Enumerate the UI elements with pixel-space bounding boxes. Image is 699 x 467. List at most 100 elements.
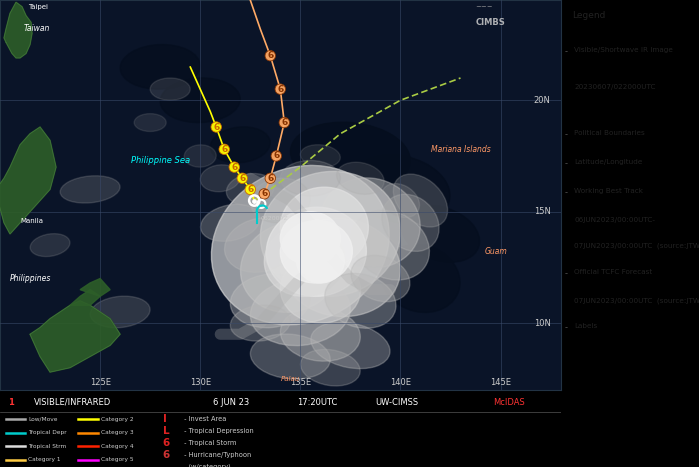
Text: Mariana Islands: Mariana Islands (431, 145, 491, 154)
Text: McIDAS: McIDAS (493, 397, 525, 407)
Text: Tropical Strm: Tropical Strm (28, 444, 66, 449)
Polygon shape (70, 290, 100, 305)
Text: VISIBLE/INFRARED: VISIBLE/INFRARED (34, 397, 111, 407)
Ellipse shape (240, 222, 340, 312)
Text: Taiwan: Taiwan (24, 24, 50, 34)
Text: Philippine Sea: Philippine Sea (131, 156, 189, 165)
Ellipse shape (394, 174, 447, 227)
Ellipse shape (266, 207, 366, 297)
Ellipse shape (352, 210, 429, 280)
Text: Low/Move: Low/Move (28, 417, 57, 422)
Text: 6: 6 (267, 174, 273, 183)
Text: -: - (565, 159, 568, 168)
Text: -: - (565, 188, 568, 197)
Text: -: - (565, 324, 568, 333)
Text: Latitude/Longitude: Latitude/Longitude (575, 159, 643, 165)
Ellipse shape (351, 155, 450, 224)
Text: 15N: 15N (534, 207, 551, 216)
Ellipse shape (120, 44, 200, 89)
Ellipse shape (303, 243, 326, 265)
Ellipse shape (301, 145, 340, 167)
Ellipse shape (211, 165, 389, 325)
Polygon shape (4, 2, 32, 58)
Ellipse shape (60, 176, 120, 203)
Ellipse shape (280, 256, 361, 323)
Text: Category 1: Category 1 (28, 457, 61, 462)
Ellipse shape (250, 278, 350, 346)
Polygon shape (80, 278, 110, 297)
Text: Category 4: Category 4 (101, 444, 134, 449)
Polygon shape (0, 127, 56, 234)
Text: 20230607/022000UTC: 20230607/022000UTC (575, 84, 656, 90)
Text: 6: 6 (231, 163, 238, 171)
Text: Category 3: Category 3 (101, 430, 134, 435)
Ellipse shape (291, 122, 410, 190)
Text: I: I (163, 414, 166, 424)
Ellipse shape (210, 127, 271, 163)
Text: Legend: Legend (572, 11, 605, 20)
Text: 6: 6 (163, 438, 170, 448)
Text: 135E: 135E (290, 378, 311, 387)
Text: -: - (565, 130, 568, 139)
Ellipse shape (90, 296, 150, 328)
Text: 6: 6 (239, 174, 245, 183)
Text: 6: 6 (278, 85, 283, 93)
Text: 6: 6 (267, 51, 273, 60)
Text: ~~~: ~~~ (476, 4, 493, 10)
Text: Guam: Guam (485, 248, 508, 256)
Ellipse shape (325, 273, 396, 328)
Ellipse shape (185, 145, 216, 167)
Ellipse shape (351, 255, 410, 302)
Ellipse shape (231, 305, 290, 341)
Ellipse shape (301, 232, 336, 263)
Ellipse shape (280, 220, 352, 283)
Text: 145E: 145E (490, 378, 511, 387)
Text: Category 2: Category 2 (101, 417, 134, 422)
Text: Political Boundaries: Political Boundaries (575, 130, 645, 136)
Text: 1: 1 (8, 397, 14, 407)
Ellipse shape (231, 274, 310, 328)
Ellipse shape (226, 174, 274, 205)
Ellipse shape (321, 178, 420, 268)
Text: 062009Z: 062009Z (261, 216, 288, 221)
Text: (w/category): (w/category) (182, 464, 231, 467)
Text: - Hurricane/Typhoon: - Hurricane/Typhoon (182, 452, 252, 458)
Text: -: - (565, 269, 568, 278)
Ellipse shape (280, 187, 368, 268)
Text: 6: 6 (213, 122, 219, 132)
Text: Visible/Shortwave IR Image: Visible/Shortwave IR Image (575, 47, 673, 53)
Ellipse shape (280, 212, 340, 265)
Ellipse shape (296, 239, 345, 283)
Ellipse shape (382, 194, 439, 251)
Text: 6: 6 (247, 185, 254, 194)
Text: 6: 6 (163, 450, 170, 460)
Ellipse shape (382, 184, 419, 218)
Point (249, 197, 260, 204)
Text: Category 5: Category 5 (101, 457, 134, 462)
Ellipse shape (280, 307, 360, 361)
Ellipse shape (200, 165, 240, 192)
Ellipse shape (311, 322, 390, 368)
Text: 07JUN2023/00:00UTC  (source:JTWC): 07JUN2023/00:00UTC (source:JTWC) (575, 298, 699, 304)
Ellipse shape (250, 178, 310, 223)
Ellipse shape (280, 218, 401, 317)
Text: 6: 6 (221, 145, 227, 154)
Ellipse shape (280, 161, 340, 196)
Text: -: - (565, 47, 568, 56)
Text: Taipei: Taipei (28, 4, 48, 10)
Text: 6: 6 (273, 151, 280, 161)
Ellipse shape (337, 162, 384, 194)
Text: 6 JUN 23: 6 JUN 23 (213, 397, 250, 407)
Text: 20N: 20N (534, 96, 551, 105)
Ellipse shape (264, 225, 345, 297)
Point (256, 200, 267, 208)
Text: CIMBS: CIMBS (475, 18, 505, 27)
Ellipse shape (150, 78, 190, 100)
Text: 06JUN2023/00:00UTC-: 06JUN2023/00:00UTC- (575, 217, 656, 223)
Text: - Invest Area: - Invest Area (182, 416, 226, 422)
Text: Tropical Depr: Tropical Depr (28, 430, 66, 435)
Ellipse shape (224, 218, 296, 272)
Text: 130E: 130E (189, 378, 211, 387)
Text: 17:20UTC: 17:20UTC (297, 397, 338, 407)
Text: 140E: 140E (390, 378, 411, 387)
